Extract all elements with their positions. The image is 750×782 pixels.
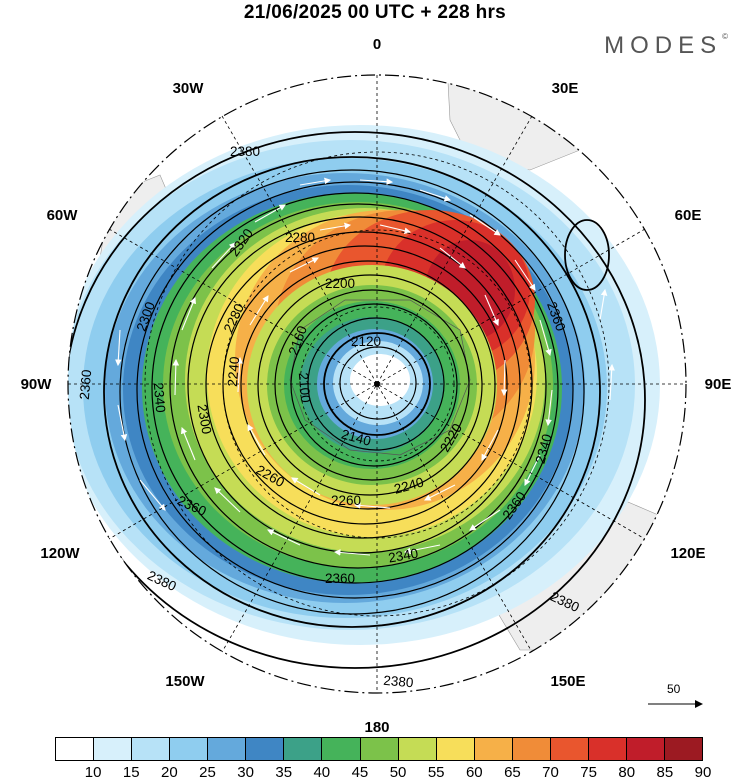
colorbar-swatch	[626, 738, 665, 760]
contour-label: 2240	[225, 356, 243, 387]
colorbar-tick-label: 90	[694, 764, 712, 781]
lon-label-60e: 60E	[675, 207, 702, 224]
contour-label: 2100	[296, 372, 314, 403]
colorbar-labels: 10 15 20 25 30 35 40 45 50 55 60 65 70 75 80 85 90	[55, 764, 712, 782]
colorbar-swatch	[474, 738, 513, 760]
colorbar-swatch	[550, 738, 589, 760]
colorbar-tick-label: 10	[84, 764, 102, 781]
wind-vectors	[115, 177, 641, 556]
colorbar-tick-label: 65	[504, 764, 521, 781]
colorbar-swatch	[132, 738, 171, 760]
colorbar-tick-label: 50	[389, 764, 407, 781]
contour-label: 2300	[194, 403, 214, 435]
colorbar-swatch	[284, 738, 323, 760]
contour-label: 2200	[325, 276, 355, 291]
colorbar-swatch	[322, 738, 361, 760]
contour-label: 2280	[285, 230, 315, 245]
colorbar-tick-label: 55	[427, 764, 445, 781]
colorbar-swatch	[436, 738, 475, 760]
lon-label-0: 0	[373, 36, 381, 53]
map-border	[67, 74, 687, 694]
contour-label: 2380	[383, 673, 414, 691]
colorbar-tick-label: 15	[122, 764, 140, 781]
colorbar-tick-label: 20	[161, 764, 178, 781]
colorbar	[55, 737, 703, 761]
reference-vector-arrow	[648, 700, 703, 708]
colorbar-tick-label: 35	[275, 764, 293, 781]
contour-label: 2340	[387, 546, 419, 566]
colorbar-swatch	[56, 738, 95, 760]
colorbar-tick-label: 60	[465, 764, 483, 781]
lon-label-30e: 30E	[552, 80, 579, 97]
lon-label-30w: 30W	[173, 80, 205, 97]
colorbar-tick-label: 85	[656, 764, 674, 781]
colorbar-swatch	[170, 738, 209, 760]
modes-logo: MODES©	[604, 32, 728, 59]
south-pole-marker	[374, 381, 380, 387]
colorbar-swatch	[588, 738, 627, 760]
colorbar-swatch	[208, 738, 247, 760]
lon-label-180: 180	[364, 719, 389, 735]
colorbar-swatch	[94, 738, 133, 760]
map-title: 21/06/2025 00 UTC + 228 hrs	[243, 2, 507, 23]
contour-label: 2360	[325, 571, 355, 586]
colorbar-swatch	[360, 738, 399, 760]
lon-label-150w: 150W	[165, 673, 205, 690]
colorbar-tick-label: 25	[199, 764, 216, 781]
lon-label-60w: 60W	[47, 207, 79, 224]
colorbar-tick-label: 75	[580, 764, 597, 781]
colorbar-swatch	[398, 738, 437, 760]
lon-label-120w: 120W	[40, 545, 80, 562]
height-contours	[68, 131, 646, 669]
colorbar-tick-label: 30	[237, 764, 254, 781]
colorbar-tick-label: 70	[542, 764, 559, 781]
lon-label-90e: 90E	[705, 376, 732, 393]
longitude-labels: 0 30E 60E 90E 120E 150E 180 150W 120W 90…	[21, 36, 732, 735]
colorbar-tick-label: 40	[313, 764, 331, 781]
graticule	[68, 75, 686, 693]
wind-speed-shading	[68, 75, 686, 693]
lon-label-120e: 120E	[670, 545, 705, 562]
land-antarctica	[289, 299, 471, 456]
polar-map: 0 30E 60E 90E 120E 150E 180 150W 120W 90…	[21, 36, 732, 735]
colorbar-tick-label: 80	[618, 764, 636, 781]
contour-label: 2360	[77, 369, 95, 400]
colorbar-swatch	[246, 738, 285, 760]
contour-label: 2340	[151, 382, 169, 413]
contour-label: 2120	[351, 334, 381, 349]
reference-vector-label: 50	[667, 682, 681, 696]
lon-label-150e: 150E	[550, 673, 585, 690]
colorbar-swatch	[665, 738, 703, 760]
contour-label: 2380	[230, 144, 260, 159]
colorbar-swatch	[512, 738, 551, 760]
lon-label-90w: 90W	[21, 376, 53, 393]
contour-label: 2260	[331, 493, 361, 508]
colorbar-tick-label: 45	[351, 764, 369, 781]
